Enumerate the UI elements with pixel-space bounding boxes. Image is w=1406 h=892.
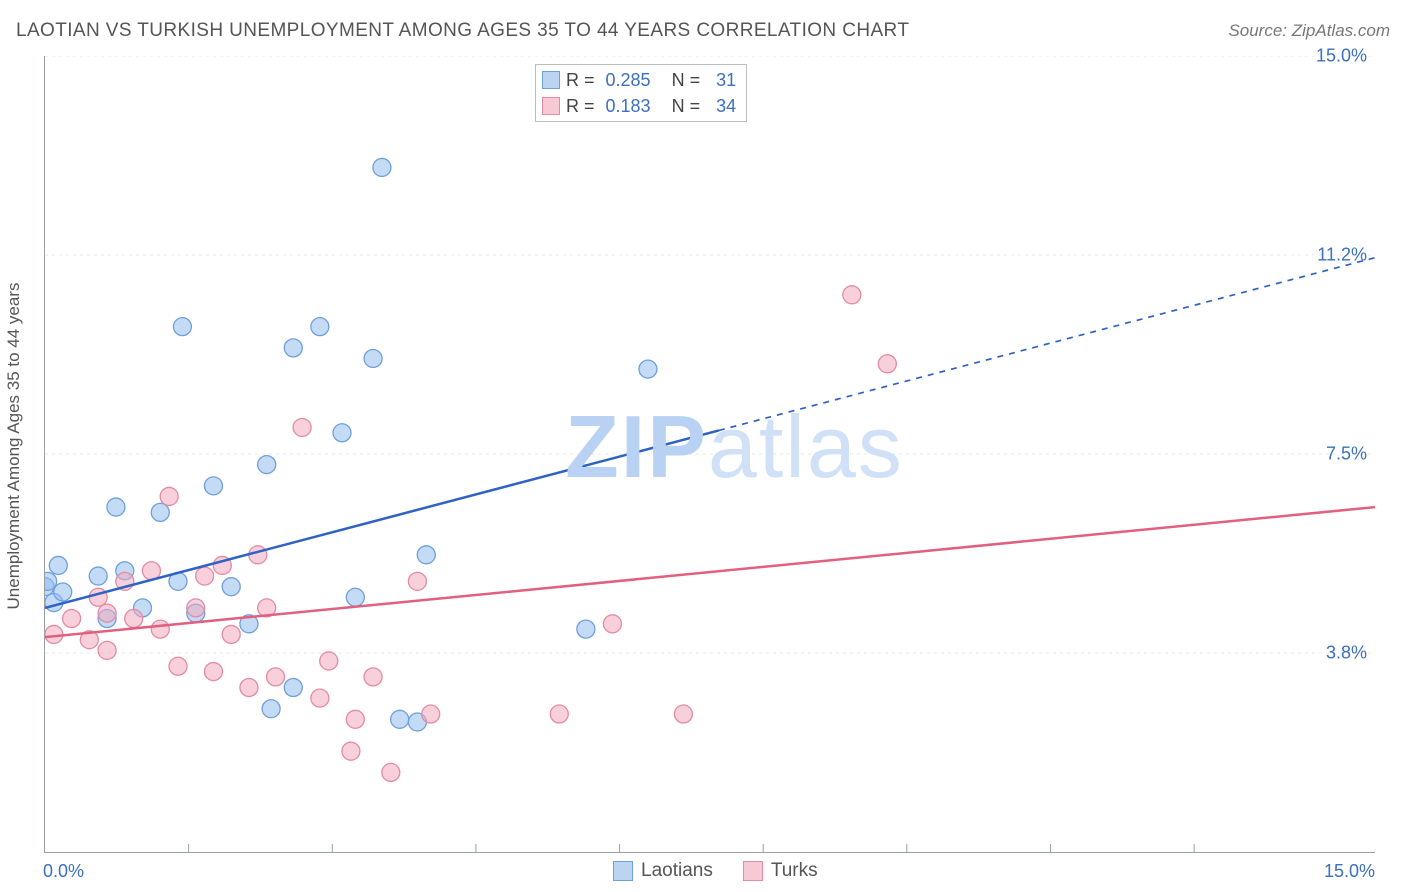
x-axis-legend: Laotians Turks [613,860,818,882]
data-point [333,424,351,442]
data-point [204,477,222,495]
stat-n-label: N = [657,67,701,93]
data-point [342,742,360,760]
trend-line-extrapolated [719,258,1375,431]
data-point [391,710,409,728]
x-axis-max-label: 15.0% [1324,861,1375,882]
data-point [187,599,205,617]
data-point [293,418,311,436]
stat-r-label: R = [566,93,595,119]
data-point [603,615,621,633]
data-point [364,349,382,367]
data-point [284,339,302,357]
data-point [89,567,107,585]
data-point [240,678,258,696]
stat-r-label: R = [566,67,595,93]
chart-svg [45,56,1375,852]
data-point [222,625,240,643]
data-point [63,610,81,628]
data-point [258,456,276,474]
source-attribution: Source: ZipAtlas.com [1228,21,1390,41]
data-point [417,546,435,564]
data-point [98,604,116,622]
data-point [373,158,391,176]
header: LAOTIAN VS TURKISH UNEMPLOYMENT AMONG AG… [16,20,1390,42]
data-point [262,700,280,718]
data-point [196,567,214,585]
legend-swatch-icon [542,71,560,89]
stat-n-value: 31 [706,67,736,93]
data-point [320,652,338,670]
stat-box: R = 0.285 N = 31R = 0.183 N = 34 [535,64,747,122]
x-axis-min-label: 0.0% [43,861,84,882]
stat-n-label: N = [657,93,701,119]
data-point [98,641,116,659]
page-title: LAOTIAN VS TURKISH UNEMPLOYMENT AMONG AG… [16,20,909,42]
data-point [408,572,426,590]
data-point [311,689,329,707]
data-point [550,705,568,723]
data-point [204,663,222,681]
data-point [173,318,191,336]
legend-swatch-icon [613,861,633,881]
data-point [422,705,440,723]
legend-item: Turks [743,860,818,882]
data-point [125,610,143,628]
y-axis-label: Unemployment Among Ages 35 to 44 years [4,283,24,610]
data-point [151,620,169,638]
data-point [151,503,169,521]
y-tick-label: 3.8% [1326,643,1367,664]
stat-r-value: 0.183 [601,93,651,119]
data-point [878,355,896,373]
y-tick-label: 15.0% [1316,46,1367,67]
data-point [843,286,861,304]
data-point [284,678,302,696]
data-point [169,657,187,675]
data-point [346,710,364,728]
data-point [222,578,240,596]
data-point [639,360,657,378]
data-point [267,668,285,686]
y-tick-label: 7.5% [1326,444,1367,465]
data-point [54,583,72,601]
y-tick-label: 11.2% [1317,245,1367,266]
legend-label: Turks [771,860,818,882]
data-point [311,318,329,336]
data-point [674,705,692,723]
data-point [577,620,595,638]
plot-area: ZIPatlas 3.8%7.5%11.2%15.0% R = 0.285 N … [44,56,1375,853]
legend-swatch-icon [743,861,763,881]
data-point [364,668,382,686]
data-point [49,556,67,574]
data-point [249,546,267,564]
stat-row: R = 0.183 N = 34 [542,93,736,119]
stat-r-value: 0.285 [601,67,651,93]
stat-row: R = 0.285 N = 31 [542,67,736,93]
data-point [160,487,178,505]
trend-line [45,507,1375,637]
stat-n-value: 34 [706,93,736,119]
legend-swatch-icon [542,97,560,115]
data-point [107,498,125,516]
data-point [382,763,400,781]
data-point [346,588,364,606]
legend-item: Laotians [613,860,713,882]
legend-label: Laotians [641,860,713,882]
